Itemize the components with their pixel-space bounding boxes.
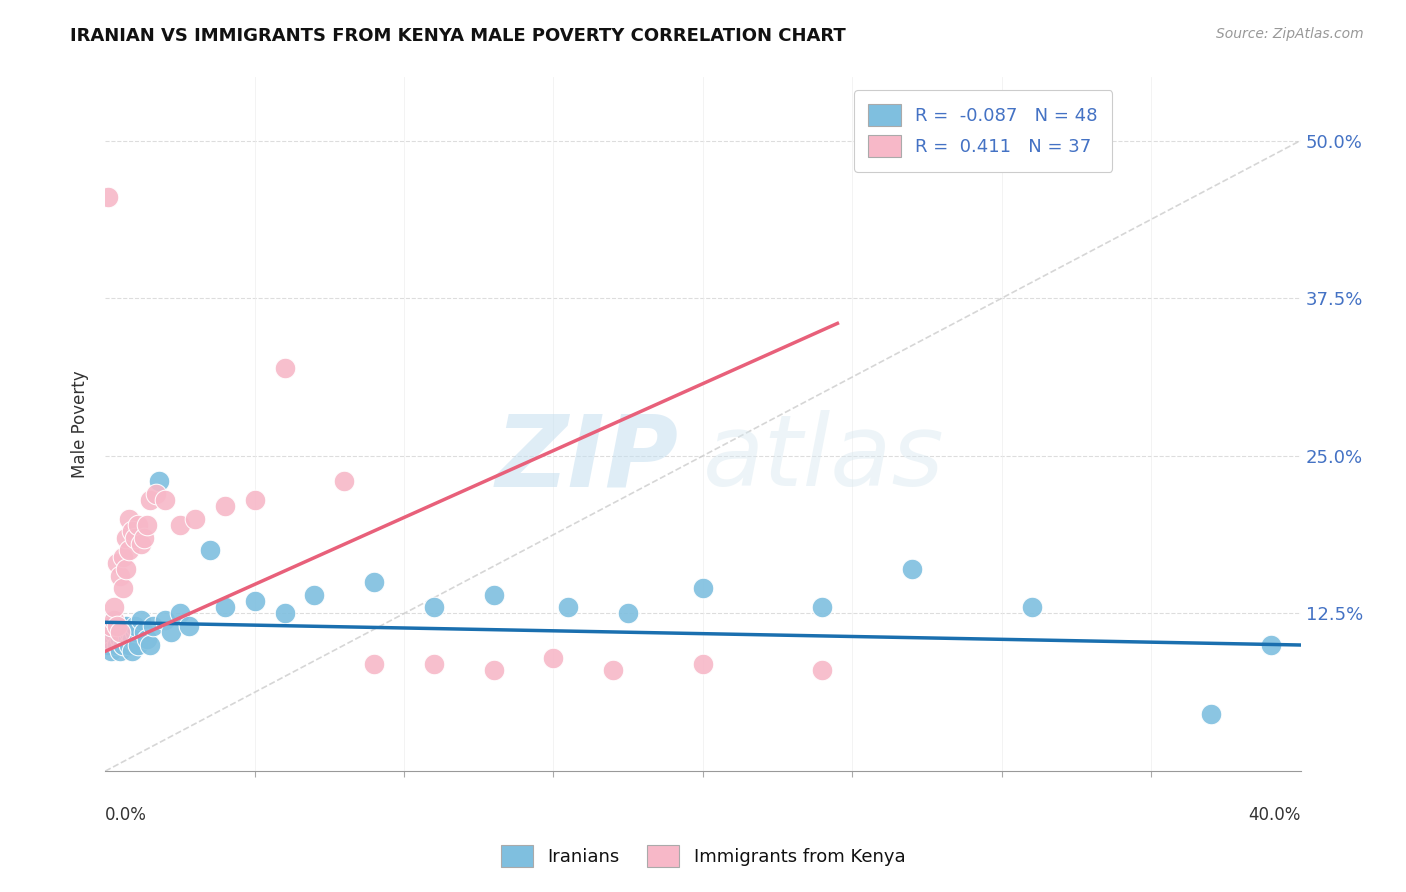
Point [692, 581, 714, 595]
Point [105, 619, 128, 633]
Point [184, 512, 207, 526]
Point [423, 600, 446, 615]
Point [105, 556, 128, 570]
Point [105, 638, 128, 652]
Point [100, 619, 122, 633]
Legend: Iranians, Immigrants from Kenya: Iranians, Immigrants from Kenya [494, 838, 912, 874]
Point [103, 600, 125, 615]
Point [198, 543, 221, 558]
Text: atlas: atlas [703, 410, 945, 508]
Point [148, 474, 170, 488]
Point [121, 644, 143, 658]
Point [543, 650, 565, 665]
Point [901, 562, 924, 576]
Point [557, 600, 579, 615]
Point [136, 632, 159, 646]
Point [142, 619, 165, 633]
Point [169, 518, 191, 533]
Point [1021, 600, 1043, 615]
Point [160, 625, 183, 640]
Point [482, 663, 505, 677]
Point [97, 632, 120, 646]
Text: IRANIAN VS IMMIGRANTS FROM KENYA MALE POVERTY CORRELATION CHART: IRANIAN VS IMMIGRANTS FROM KENYA MALE PO… [70, 27, 846, 45]
Point [136, 518, 159, 533]
Point [108, 625, 131, 640]
Text: 0.0%: 0.0% [105, 805, 148, 824]
Point [115, 632, 138, 646]
Point [112, 638, 135, 652]
Point [103, 613, 125, 627]
Point [617, 607, 640, 621]
Point [273, 607, 295, 621]
Point [97, 190, 120, 204]
Text: 40.0%: 40.0% [1249, 805, 1301, 824]
Point [115, 562, 138, 576]
Point [811, 663, 834, 677]
Point [129, 613, 152, 627]
Y-axis label: Male Poverty: Male Poverty [72, 370, 89, 478]
Point [108, 625, 131, 640]
Point [811, 600, 834, 615]
Point [118, 512, 141, 526]
Point [112, 619, 135, 633]
Point [243, 492, 266, 507]
Point [124, 625, 146, 640]
Point [153, 492, 176, 507]
Point [1199, 707, 1222, 722]
Point [333, 474, 356, 488]
Point [103, 625, 125, 640]
Point [482, 588, 505, 602]
Point [304, 588, 326, 602]
Legend: R =  -0.087   N = 48, R =  0.411   N = 37: R = -0.087 N = 48, R = 0.411 N = 37 [853, 90, 1112, 172]
Point [115, 531, 138, 545]
Point [169, 607, 191, 621]
Point [108, 644, 131, 658]
Point [139, 492, 162, 507]
Point [121, 524, 143, 539]
Point [153, 613, 176, 627]
Point [132, 531, 155, 545]
Point [100, 644, 122, 658]
Point [103, 613, 125, 627]
Point [363, 574, 385, 589]
Point [118, 543, 141, 558]
Point [129, 537, 152, 551]
Point [273, 360, 295, 375]
Point [124, 531, 146, 545]
Point [602, 663, 624, 677]
Point [121, 632, 143, 646]
Point [139, 638, 162, 652]
Text: ZIP: ZIP [496, 410, 679, 508]
Point [243, 594, 266, 608]
Point [112, 581, 135, 595]
Point [97, 619, 120, 633]
Point [423, 657, 446, 671]
Point [214, 500, 236, 514]
Point [692, 657, 714, 671]
Point [145, 486, 167, 500]
Point [108, 568, 131, 582]
Point [177, 619, 200, 633]
Point [115, 619, 138, 633]
Text: Source: ZipAtlas.com: Source: ZipAtlas.com [1216, 27, 1364, 41]
Point [97, 638, 120, 652]
Point [127, 518, 149, 533]
Point [124, 619, 146, 633]
Point [108, 632, 131, 646]
Point [1260, 638, 1282, 652]
Point [118, 638, 141, 652]
Point [132, 625, 155, 640]
Point [214, 600, 236, 615]
Point [105, 619, 128, 633]
Point [112, 549, 135, 564]
Point [363, 657, 385, 671]
Point [127, 638, 149, 652]
Point [118, 625, 141, 640]
Point [100, 632, 122, 646]
